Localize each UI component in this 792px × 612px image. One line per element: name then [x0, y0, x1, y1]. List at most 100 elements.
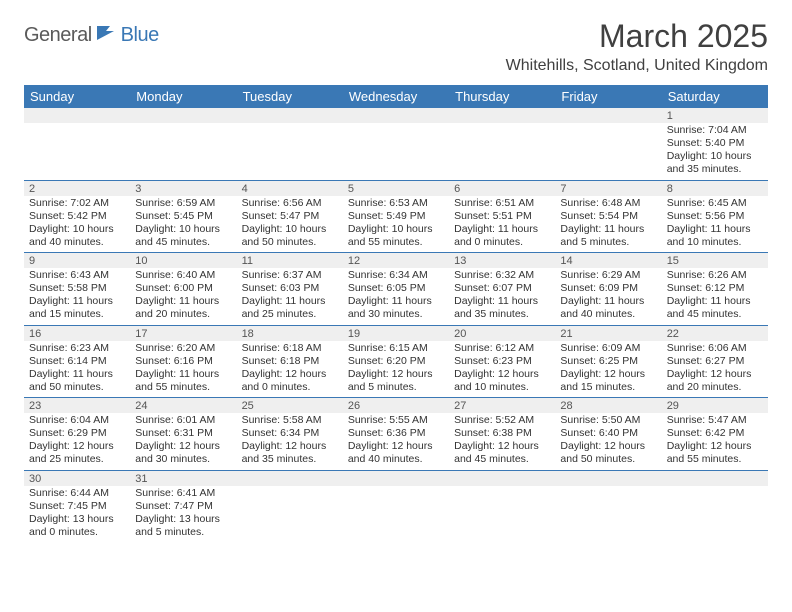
sunset-text: Sunset: 7:47 PM [135, 500, 231, 513]
logo-text-blue: Blue [121, 24, 159, 47]
day-detail-cell: Sunrise: 7:02 AMSunset: 5:42 PMDaylight:… [24, 196, 130, 253]
sunset-text: Sunset: 5:49 PM [348, 210, 444, 223]
day-number-cell: 26 [343, 398, 449, 414]
day-detail-cell: Sunrise: 6:53 AMSunset: 5:49 PMDaylight:… [343, 196, 449, 253]
sunset-text: Sunset: 6:16 PM [135, 355, 231, 368]
daylight-text: Daylight: 11 hours and 30 minutes. [348, 295, 444, 321]
day-number-cell: 28 [555, 398, 661, 414]
day-number-cell [343, 470, 449, 486]
sunset-text: Sunset: 6:29 PM [29, 427, 125, 440]
day-number-cell: 4 [237, 180, 343, 196]
sunset-text: Sunset: 6:27 PM [667, 355, 763, 368]
day-detail-cell: Sunrise: 5:52 AMSunset: 6:38 PMDaylight:… [449, 413, 555, 470]
col-friday: Friday [555, 85, 661, 108]
day-detail-cell: Sunrise: 6:23 AMSunset: 6:14 PMDaylight:… [24, 341, 130, 398]
day-number-cell: 29 [662, 398, 768, 414]
day-detail-cell [237, 486, 343, 543]
day-detail-cell: Sunrise: 6:18 AMSunset: 6:18 PMDaylight:… [237, 341, 343, 398]
week-daynum-row: 1 [24, 108, 768, 123]
day-detail-cell [555, 486, 661, 543]
day-detail-cell: Sunrise: 6:44 AMSunset: 7:45 PMDaylight:… [24, 486, 130, 543]
day-detail-cell: Sunrise: 6:29 AMSunset: 6:09 PMDaylight:… [555, 268, 661, 325]
sunrise-text: Sunrise: 6:15 AM [348, 342, 444, 355]
day-number-cell: 15 [662, 253, 768, 269]
day-number-cell [343, 108, 449, 123]
daylight-text: Daylight: 12 hours and 15 minutes. [560, 368, 656, 394]
day-detail-cell: Sunrise: 6:34 AMSunset: 6:05 PMDaylight:… [343, 268, 449, 325]
daylight-text: Daylight: 11 hours and 5 minutes. [560, 223, 656, 249]
day-number-cell: 9 [24, 253, 130, 269]
day-detail-cell: Sunrise: 6:06 AMSunset: 6:27 PMDaylight:… [662, 341, 768, 398]
sunset-text: Sunset: 6:31 PM [135, 427, 231, 440]
daylight-text: Daylight: 11 hours and 50 minutes. [29, 368, 125, 394]
location: Whitehills, Scotland, United Kingdom [506, 57, 768, 75]
day-number-cell: 11 [237, 253, 343, 269]
sunrise-text: Sunrise: 6:01 AM [135, 414, 231, 427]
daylight-text: Daylight: 12 hours and 10 minutes. [454, 368, 550, 394]
sunrise-text: Sunrise: 6:44 AM [29, 487, 125, 500]
day-number-cell: 30 [24, 470, 130, 486]
day-detail-cell [237, 123, 343, 180]
daylight-text: Daylight: 10 hours and 40 minutes. [29, 223, 125, 249]
calendar-body: 1 Sunrise: 7:04 AMSunset: 5:40 PMDayligh… [24, 108, 768, 542]
sunset-text: Sunset: 5:47 PM [242, 210, 338, 223]
daylight-text: Daylight: 12 hours and 45 minutes. [454, 440, 550, 466]
day-number-cell [449, 470, 555, 486]
sunrise-text: Sunrise: 6:51 AM [454, 197, 550, 210]
day-number-cell [24, 108, 130, 123]
day-detail-cell [343, 123, 449, 180]
daylight-text: Daylight: 12 hours and 25 minutes. [29, 440, 125, 466]
day-number-cell: 27 [449, 398, 555, 414]
week-detail-row: Sunrise: 6:43 AMSunset: 5:58 PMDaylight:… [24, 268, 768, 325]
day-detail-cell [555, 123, 661, 180]
calendar-table: Sunday Monday Tuesday Wednesday Thursday… [24, 85, 768, 542]
sunset-text: Sunset: 5:40 PM [667, 137, 763, 150]
title-block: March 2025 Whitehills, Scotland, United … [506, 18, 768, 75]
logo: General Blue [24, 24, 159, 47]
day-number-cell: 16 [24, 325, 130, 341]
sunset-text: Sunset: 6:05 PM [348, 282, 444, 295]
daylight-text: Daylight: 11 hours and 40 minutes. [560, 295, 656, 321]
day-detail-cell: Sunrise: 6:48 AMSunset: 5:54 PMDaylight:… [555, 196, 661, 253]
day-detail-cell: Sunrise: 5:58 AMSunset: 6:34 PMDaylight:… [237, 413, 343, 470]
sunrise-text: Sunrise: 6:41 AM [135, 487, 231, 500]
sunrise-text: Sunrise: 6:56 AM [242, 197, 338, 210]
day-number-cell: 8 [662, 180, 768, 196]
day-detail-cell: Sunrise: 6:56 AMSunset: 5:47 PMDaylight:… [237, 196, 343, 253]
day-number-cell: 22 [662, 325, 768, 341]
daylight-text: Daylight: 10 hours and 55 minutes. [348, 223, 444, 249]
daylight-text: Daylight: 12 hours and 20 minutes. [667, 368, 763, 394]
day-number-cell: 31 [130, 470, 236, 486]
daylight-text: Daylight: 11 hours and 10 minutes. [667, 223, 763, 249]
day-detail-cell: Sunrise: 6:04 AMSunset: 6:29 PMDaylight:… [24, 413, 130, 470]
week-detail-row: Sunrise: 6:23 AMSunset: 6:14 PMDaylight:… [24, 341, 768, 398]
sunset-text: Sunset: 6:42 PM [667, 427, 763, 440]
sunrise-text: Sunrise: 6:09 AM [560, 342, 656, 355]
sunset-text: Sunset: 6:36 PM [348, 427, 444, 440]
sunrise-text: Sunrise: 5:50 AM [560, 414, 656, 427]
day-number-cell: 12 [343, 253, 449, 269]
daylight-text: Daylight: 12 hours and 35 minutes. [242, 440, 338, 466]
sunset-text: Sunset: 5:42 PM [29, 210, 125, 223]
daylight-text: Daylight: 11 hours and 20 minutes. [135, 295, 231, 321]
sunrise-text: Sunrise: 5:47 AM [667, 414, 763, 427]
daylight-text: Daylight: 12 hours and 5 minutes. [348, 368, 444, 394]
day-detail-cell: Sunrise: 6:12 AMSunset: 6:23 PMDaylight:… [449, 341, 555, 398]
day-number-cell: 19 [343, 325, 449, 341]
daylight-text: Daylight: 12 hours and 50 minutes. [560, 440, 656, 466]
sunrise-text: Sunrise: 7:02 AM [29, 197, 125, 210]
sunset-text: Sunset: 6:25 PM [560, 355, 656, 368]
day-number-cell: 6 [449, 180, 555, 196]
week-daynum-row: 16171819202122 [24, 325, 768, 341]
sunrise-text: Sunrise: 6:48 AM [560, 197, 656, 210]
day-detail-cell: Sunrise: 5:55 AMSunset: 6:36 PMDaylight:… [343, 413, 449, 470]
day-detail-cell: Sunrise: 6:45 AMSunset: 5:56 PMDaylight:… [662, 196, 768, 253]
daylight-text: Daylight: 11 hours and 35 minutes. [454, 295, 550, 321]
sunset-text: Sunset: 5:51 PM [454, 210, 550, 223]
day-detail-cell: Sunrise: 6:43 AMSunset: 5:58 PMDaylight:… [24, 268, 130, 325]
sunset-text: Sunset: 6:03 PM [242, 282, 338, 295]
sunrise-text: Sunrise: 6:32 AM [454, 269, 550, 282]
day-number-cell: 17 [130, 325, 236, 341]
daylight-text: Daylight: 13 hours and 5 minutes. [135, 513, 231, 539]
day-number-cell [237, 108, 343, 123]
